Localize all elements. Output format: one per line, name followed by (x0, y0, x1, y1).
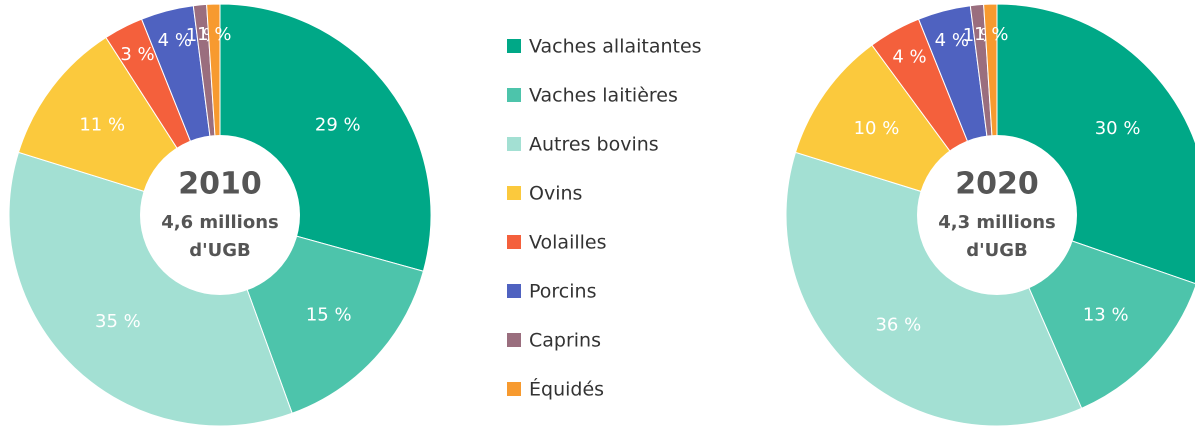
legend-label: Vaches allaitantes (529, 36, 702, 58)
legend-label: Équidés (529, 378, 604, 401)
legend-label: Porcins (529, 281, 596, 303)
value-label: 10 % (854, 118, 900, 139)
legend-label: Autres bovins (529, 134, 659, 156)
center-text: 4,3 millions (938, 212, 1055, 233)
value-label: 35 % (95, 311, 141, 332)
value-label: 4 % (935, 30, 969, 51)
legend-label: Ovins (529, 183, 582, 205)
center-title: 2010 (178, 167, 262, 202)
legend-label: Vaches laitières (529, 85, 678, 107)
legend-swatch (507, 235, 521, 249)
center-text: d'UGB (966, 240, 1028, 261)
value-label: 36 % (875, 314, 921, 335)
value-label: 13 % (1083, 304, 1129, 325)
value-label: 30 % (1095, 118, 1141, 139)
legend-swatch (507, 284, 521, 298)
center-text: d'UGB (189, 240, 251, 261)
value-label: 11 % (79, 114, 125, 135)
legend-swatch (507, 186, 521, 200)
legend-label: Volailles (529, 232, 607, 254)
value-label: 1 % (197, 24, 231, 45)
legend-swatch (507, 39, 521, 53)
legend-swatch (507, 333, 521, 347)
center-title: 2020 (955, 167, 1039, 202)
value-label: 29 % (315, 114, 361, 135)
legend-swatch (507, 137, 521, 151)
donut-hole (917, 135, 1077, 295)
legend-swatch (507, 382, 521, 396)
donut-hole (140, 135, 300, 295)
center-text: 4,6 millions (161, 212, 278, 233)
value-label: 1 % (974, 24, 1008, 45)
value-label: 4 % (892, 47, 926, 68)
legend-label: Caprins (529, 330, 601, 352)
legend-swatch (507, 88, 521, 102)
value-label: 15 % (306, 304, 352, 325)
pie-slice (785, 151, 1083, 426)
value-label: 3 % (120, 44, 154, 65)
value-label: 4 % (158, 30, 192, 51)
